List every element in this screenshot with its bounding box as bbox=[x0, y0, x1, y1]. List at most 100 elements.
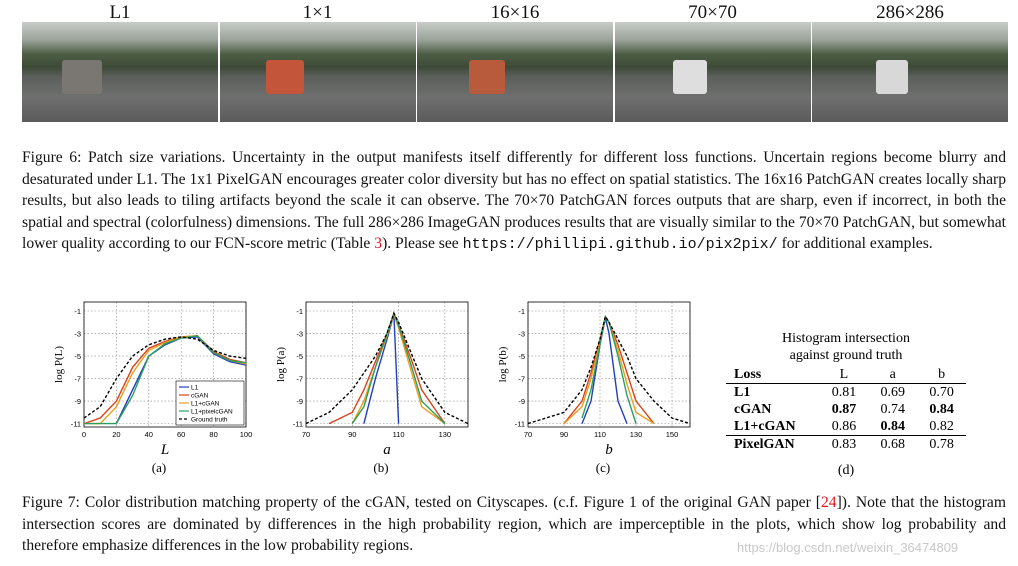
image-panel bbox=[812, 22, 1008, 122]
x-tick-label: 90 bbox=[560, 430, 568, 439]
table-header-cell: a bbox=[889, 367, 896, 382]
table-row: PixelGAN 0.83 0.68 0.78 bbox=[726, 435, 966, 454]
x-tick-label: 130 bbox=[439, 430, 452, 439]
watermark: https://blog.csdn.net/weixin_36474809 bbox=[737, 540, 959, 555]
image-panel bbox=[219, 22, 416, 122]
legend-label: Ground truth bbox=[191, 417, 228, 424]
x-tick-label: 100 bbox=[240, 430, 253, 439]
url[interactable]: https://phillipi.github.io/pix2pix/ bbox=[462, 236, 778, 254]
panel-label: (c) bbox=[596, 460, 610, 475]
y-tick-label: -11 bbox=[71, 420, 81, 429]
table-cell: 0.69 bbox=[880, 385, 906, 400]
figure7-caption: Figure 7: Color distribution matching pr… bbox=[22, 492, 1006, 557]
table-cell: 0.84 bbox=[929, 402, 954, 417]
panel-label: 16×16 bbox=[490, 2, 540, 23]
image-panel bbox=[417, 22, 613, 122]
table-cell: 0.68 bbox=[880, 437, 906, 452]
x-tick-label: 80 bbox=[209, 430, 217, 439]
series-line bbox=[363, 314, 400, 424]
y-tick-label: -9 bbox=[296, 397, 303, 406]
panel-label: L1 bbox=[109, 2, 131, 23]
caption-text: for additional examples. bbox=[777, 235, 933, 253]
y-axis-label: log P(b) bbox=[497, 346, 509, 382]
x-tick-label: 150 bbox=[666, 430, 679, 439]
panel-label: 70×70 bbox=[688, 2, 737, 23]
axes-frame bbox=[305, 301, 469, 428]
table-cell: L1 bbox=[734, 385, 751, 400]
x-tick-label: 70 bbox=[302, 430, 310, 439]
table-cell: 0.74 bbox=[880, 402, 906, 417]
table-cell: cGAN bbox=[734, 402, 772, 417]
axes-frame bbox=[527, 301, 691, 428]
table-cell: PixelGAN bbox=[734, 437, 795, 452]
panel-label: (a) bbox=[152, 460, 166, 475]
table-header-cell: Loss bbox=[734, 367, 762, 382]
x-tick-label: 0 bbox=[82, 430, 86, 439]
x-axis-label: b bbox=[605, 442, 613, 458]
caption-text: ). Please see bbox=[382, 235, 463, 253]
x-axis-label: a bbox=[383, 442, 391, 458]
table-cell: 0.87 bbox=[831, 402, 857, 417]
y-tick-label: -3 bbox=[518, 330, 525, 339]
y-axis-label: log P(a) bbox=[275, 347, 287, 382]
series-line bbox=[305, 311, 469, 425]
y-tick-label: -7 bbox=[74, 375, 81, 384]
y-axis-label: log P(L) bbox=[53, 346, 65, 383]
x-tick-label: 40 bbox=[145, 430, 153, 439]
series-line bbox=[527, 314, 691, 425]
table-title-line: Histogram intersection bbox=[782, 331, 910, 346]
image-panel bbox=[614, 22, 811, 122]
vehicle bbox=[62, 60, 102, 94]
panel-label: 1×1 bbox=[302, 2, 333, 23]
caption-text: Figure 6: Patch size variations. Uncerta… bbox=[22, 149, 1006, 253]
table-row: L1+cGAN 0.86 0.84 0.82 bbox=[726, 418, 966, 436]
vehicle bbox=[469, 60, 505, 94]
series-line bbox=[83, 336, 247, 419]
x-tick-label: 110 bbox=[594, 430, 606, 439]
panel-label: (b) bbox=[373, 460, 388, 475]
table-cell: 0.78 bbox=[929, 437, 954, 452]
table-block: Histogram intersection against ground tru… bbox=[726, 330, 966, 479]
x-tick-label: 60 bbox=[177, 430, 185, 439]
table-title-line: against ground truth bbox=[789, 348, 903, 363]
table-ref[interactable]: 3 bbox=[374, 235, 383, 253]
table-cell: 0.84 bbox=[880, 419, 906, 434]
y-tick-label: -5 bbox=[296, 352, 303, 361]
table-cell: 0.82 bbox=[929, 419, 954, 434]
y-tick-label: -7 bbox=[518, 375, 525, 384]
image-strip: L1 1×1 16×16 70×70 286×286 bbox=[0, 0, 1018, 124]
y-tick-label: -11 bbox=[293, 420, 303, 429]
vehicle bbox=[876, 60, 908, 94]
caption-text: Figure 7: Color distribution matching pr… bbox=[22, 494, 821, 511]
y-tick-label: -9 bbox=[74, 397, 81, 406]
table-cell: 0.81 bbox=[831, 385, 857, 400]
y-tick-label: -1 bbox=[296, 307, 303, 316]
image-panel bbox=[22, 22, 218, 122]
table-title: Histogram intersection against ground tru… bbox=[726, 330, 966, 364]
citation-ref[interactable]: 24 bbox=[820, 494, 837, 511]
caption-text: ]). Note that the histogram intersection… bbox=[22, 494, 1006, 555]
y-tick-label: -5 bbox=[74, 352, 81, 361]
x-tick-label: 110 bbox=[393, 430, 405, 439]
table-cell: 0.83 bbox=[831, 437, 857, 452]
y-tick-label: -7 bbox=[296, 375, 303, 384]
table-row: L1 0.81 0.69 0.70 bbox=[726, 384, 966, 402]
y-tick-label: -1 bbox=[518, 307, 525, 316]
y-tick-label: -1 bbox=[74, 307, 81, 316]
x-tick-label: 20 bbox=[112, 430, 120, 439]
panel-label: (d) bbox=[837, 463, 855, 478]
series-line bbox=[83, 335, 247, 425]
legend-label: L1 bbox=[191, 385, 199, 392]
table-header-cell: L bbox=[839, 367, 849, 382]
y-tick-label: -3 bbox=[74, 330, 81, 339]
table-row: cGAN 0.87 0.74 0.84 bbox=[726, 401, 966, 418]
table-cell: L1+cGAN bbox=[734, 419, 796, 434]
table-cell: 0.86 bbox=[831, 419, 857, 434]
x-axis-label: L bbox=[160, 442, 169, 458]
